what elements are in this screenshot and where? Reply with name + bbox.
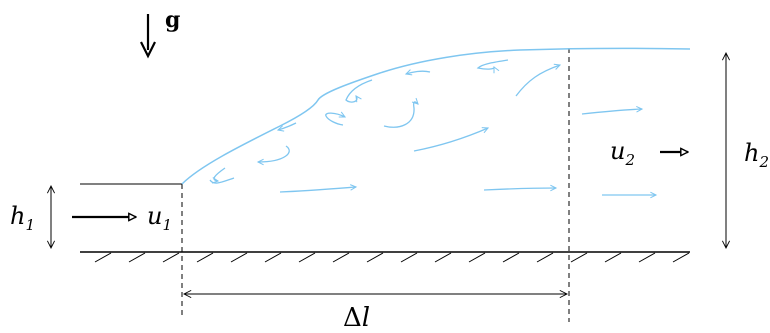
u2-label: u2 [610, 137, 635, 169]
u1-label: u1 [147, 202, 172, 234]
gravity-label: g [165, 7, 180, 33]
delta-l-label: Δl [343, 303, 370, 333]
turbulent-flow-streamlines [209, 59, 658, 199]
ground-hatching [94, 252, 690, 263]
h2-label: h2 [744, 139, 769, 171]
gravity-arrow [140, 14, 156, 59]
h1-label: h1 [10, 202, 35, 234]
jump-free-surface [181, 47, 691, 185]
